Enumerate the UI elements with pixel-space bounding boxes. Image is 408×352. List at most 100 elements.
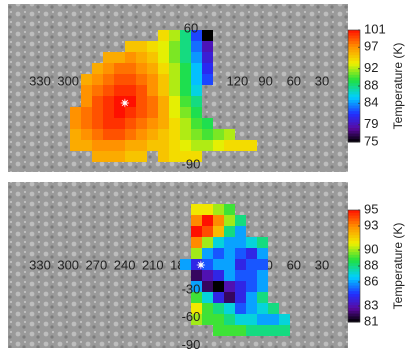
temperature-cell bbox=[235, 270, 246, 281]
temperature-cell bbox=[103, 96, 114, 107]
temperature-cell bbox=[235, 226, 246, 237]
temperature-cell bbox=[224, 303, 235, 314]
temperature-cell bbox=[136, 63, 147, 74]
colorbar-tick-label: 97 bbox=[364, 39, 378, 54]
temperature-cell bbox=[180, 74, 191, 85]
colorbar-tick-label: 88 bbox=[364, 257, 378, 272]
longitude-label: 60 bbox=[287, 73, 301, 88]
temperature-cell bbox=[92, 74, 103, 85]
colorbar-tick-label: 90 bbox=[364, 241, 378, 256]
temperature-cell bbox=[103, 107, 114, 118]
temperature-cell bbox=[158, 118, 169, 129]
temperature-cell bbox=[224, 292, 235, 303]
temperature-cell bbox=[213, 292, 224, 303]
temperature-cell bbox=[180, 85, 191, 96]
temperature-cell bbox=[70, 129, 81, 140]
temperature-cell bbox=[202, 63, 213, 74]
temperature-cell bbox=[213, 303, 224, 314]
temperature-cell bbox=[246, 303, 257, 314]
temperature-cell bbox=[191, 96, 202, 107]
temperature-cell bbox=[191, 41, 202, 52]
temperature-cell bbox=[202, 281, 213, 292]
temperature-cell bbox=[224, 314, 235, 325]
figure: 33030027012090603060-90✴101979288847975T… bbox=[0, 0, 408, 352]
temperature-cell bbox=[268, 325, 279, 336]
temperature-cell bbox=[257, 292, 268, 303]
temperature-cell bbox=[70, 107, 81, 118]
temperature-cell bbox=[114, 74, 125, 85]
longitude-label: 330 bbox=[29, 257, 51, 272]
temperature-cell bbox=[213, 270, 224, 281]
temperature-cell bbox=[169, 63, 180, 74]
temperature-cell bbox=[224, 204, 235, 215]
temperature-cell bbox=[70, 118, 81, 129]
temperature-cell bbox=[235, 140, 246, 151]
temperature-cell bbox=[103, 63, 114, 74]
temperature-cell bbox=[224, 281, 235, 292]
temperature-cell bbox=[114, 52, 125, 63]
temperature-cell bbox=[125, 63, 136, 74]
temperature-cell bbox=[180, 107, 191, 118]
colorbar-tick-label: 84 bbox=[364, 95, 378, 110]
temperature-cell bbox=[158, 151, 169, 162]
longitude-label: 300 bbox=[57, 257, 79, 272]
temperature-cell bbox=[147, 140, 158, 151]
temperature-cell bbox=[180, 259, 191, 270]
temperature-cell bbox=[235, 259, 246, 270]
longitude-label: 30 bbox=[315, 73, 329, 88]
temperature-cell bbox=[235, 314, 246, 325]
colorbar-tick-label: 92 bbox=[364, 60, 378, 75]
temperature-cell bbox=[169, 140, 180, 151]
temperature-cell bbox=[224, 140, 235, 151]
temperature-cell bbox=[202, 41, 213, 52]
temperature-cell bbox=[257, 248, 268, 259]
longitude-label: 120 bbox=[227, 73, 249, 88]
temperature-cell bbox=[81, 74, 92, 85]
temperature-cell bbox=[125, 41, 136, 52]
temperature-cell bbox=[257, 314, 268, 325]
temperature-cell bbox=[235, 325, 246, 336]
temperature-cell bbox=[92, 118, 103, 129]
temperature-cell bbox=[246, 281, 257, 292]
temperature-cell bbox=[191, 204, 202, 215]
temperature-cell bbox=[246, 140, 257, 151]
temperature-cell bbox=[169, 129, 180, 140]
temperature-cell bbox=[213, 281, 224, 292]
temperature-cell bbox=[92, 151, 103, 162]
latitude-label: 60 bbox=[184, 20, 198, 35]
temperature-cell bbox=[268, 303, 279, 314]
temperature-cell bbox=[147, 63, 158, 74]
temperature-cell bbox=[114, 118, 125, 129]
temperature-cell bbox=[202, 248, 213, 259]
colorbar-label: Temperature (K) bbox=[391, 223, 405, 310]
temperature-cell bbox=[191, 74, 202, 85]
temperature-cell bbox=[92, 107, 103, 118]
temperature-cell bbox=[136, 74, 147, 85]
temperature-cell bbox=[136, 41, 147, 52]
temperature-cell bbox=[202, 204, 213, 215]
longitude-label: 270 bbox=[86, 257, 108, 272]
temperature-cell bbox=[257, 325, 268, 336]
temperature-cell bbox=[213, 226, 224, 237]
temperature-cell bbox=[213, 248, 224, 259]
colorbar-tick-label: 101 bbox=[364, 21, 386, 36]
marker: ✴ bbox=[196, 260, 205, 272]
colorbar-tick-label: 93 bbox=[364, 217, 378, 232]
temperature-cell bbox=[191, 140, 202, 151]
longitude-label: 30 bbox=[315, 257, 329, 272]
temperature-cell bbox=[224, 129, 235, 140]
temperature-cell bbox=[224, 325, 235, 336]
temperature-cell bbox=[169, 85, 180, 96]
temperature-cell bbox=[92, 85, 103, 96]
temperature-cell bbox=[169, 107, 180, 118]
temperature-cell bbox=[257, 259, 268, 270]
temperature-cell bbox=[246, 292, 257, 303]
temperature-cell bbox=[235, 237, 246, 248]
temperature-cell bbox=[158, 41, 169, 52]
temperature-cell bbox=[136, 96, 147, 107]
temperature-cell bbox=[191, 226, 202, 237]
temperature-cell bbox=[235, 215, 246, 226]
temperature-cell bbox=[114, 63, 125, 74]
temperature-cell bbox=[147, 74, 158, 85]
temperature-cell bbox=[125, 85, 136, 96]
